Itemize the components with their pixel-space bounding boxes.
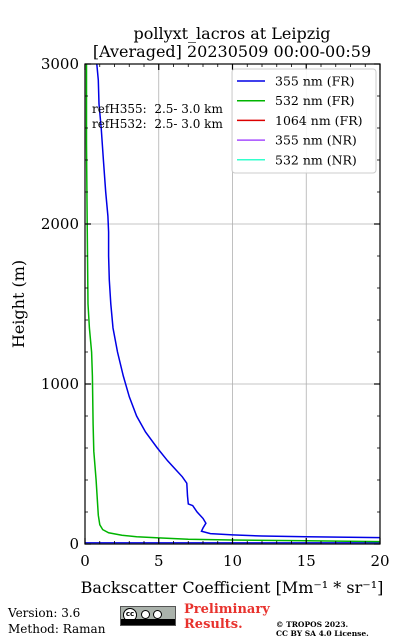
y-tick-label: 0 [69,535,79,553]
legend-label-3: 355 nm (NR) [275,133,357,148]
x-axis-label: Backscatter Coefficient [Mm⁻¹ * sr⁻¹] [81,578,384,597]
legend-box [231,68,377,174]
copyright-line2: CC BY SA 4.0 License. [276,629,369,638]
x-tick-label: 0 [80,552,90,570]
x-tick-label: 10 [223,552,242,570]
x-tick-label: 20 [370,552,389,570]
series-line-0 [96,63,381,539]
y-tick-label: 2000 [41,215,79,233]
axis-ticks: 0 5 10 15 20 0 1000 2000 3000 [41,55,390,570]
copyright-notice: © TROPOS 2023. CC BY SA 4.0 License. [276,620,369,638]
preliminary-line1: Preliminary [184,602,270,617]
legend-label-4: 532 nm (NR) [275,152,357,167]
annotation-refh355: refH355: 2.5- 3.0 km [92,102,223,116]
y-tick-label: 1000 [41,375,79,393]
series-line-1 [85,64,381,543]
by-icon [141,610,150,619]
legend-label-2: 1064 nm (FR) [275,113,363,128]
annotation-refh532: refH532: 2.5- 3.0 km [92,117,223,131]
cc-badge-strip [121,619,175,625]
y-tick-label: 3000 [41,55,79,73]
method-text: Method: Raman [8,622,106,636]
chart-title-line2: [Averaged] 20230509 00:00-00:59 [93,42,371,61]
sa-icon [153,610,162,619]
preliminary-notice: Preliminary Results. [184,602,270,632]
legend: 355 nm (FR) 532 nm (FR) 1064 nm (FR) 355 nm… [231,68,377,174]
cc-license-badge: cc [120,606,176,626]
legend-label-1: 532 nm (FR) [275,93,355,108]
y-axis-label: Height (m) [9,260,28,348]
x-tick-label: 15 [297,552,316,570]
preliminary-line2: Results. [184,617,243,632]
x-tick-label: 5 [154,552,164,570]
copyright-line1: © TROPOS 2023. [276,620,349,629]
chart-title-line1: pollyxt_lacros at Leipzig [133,24,330,43]
legend-label-0: 355 nm (FR) [275,74,355,89]
version-text: Version: 3.6 [8,606,81,620]
